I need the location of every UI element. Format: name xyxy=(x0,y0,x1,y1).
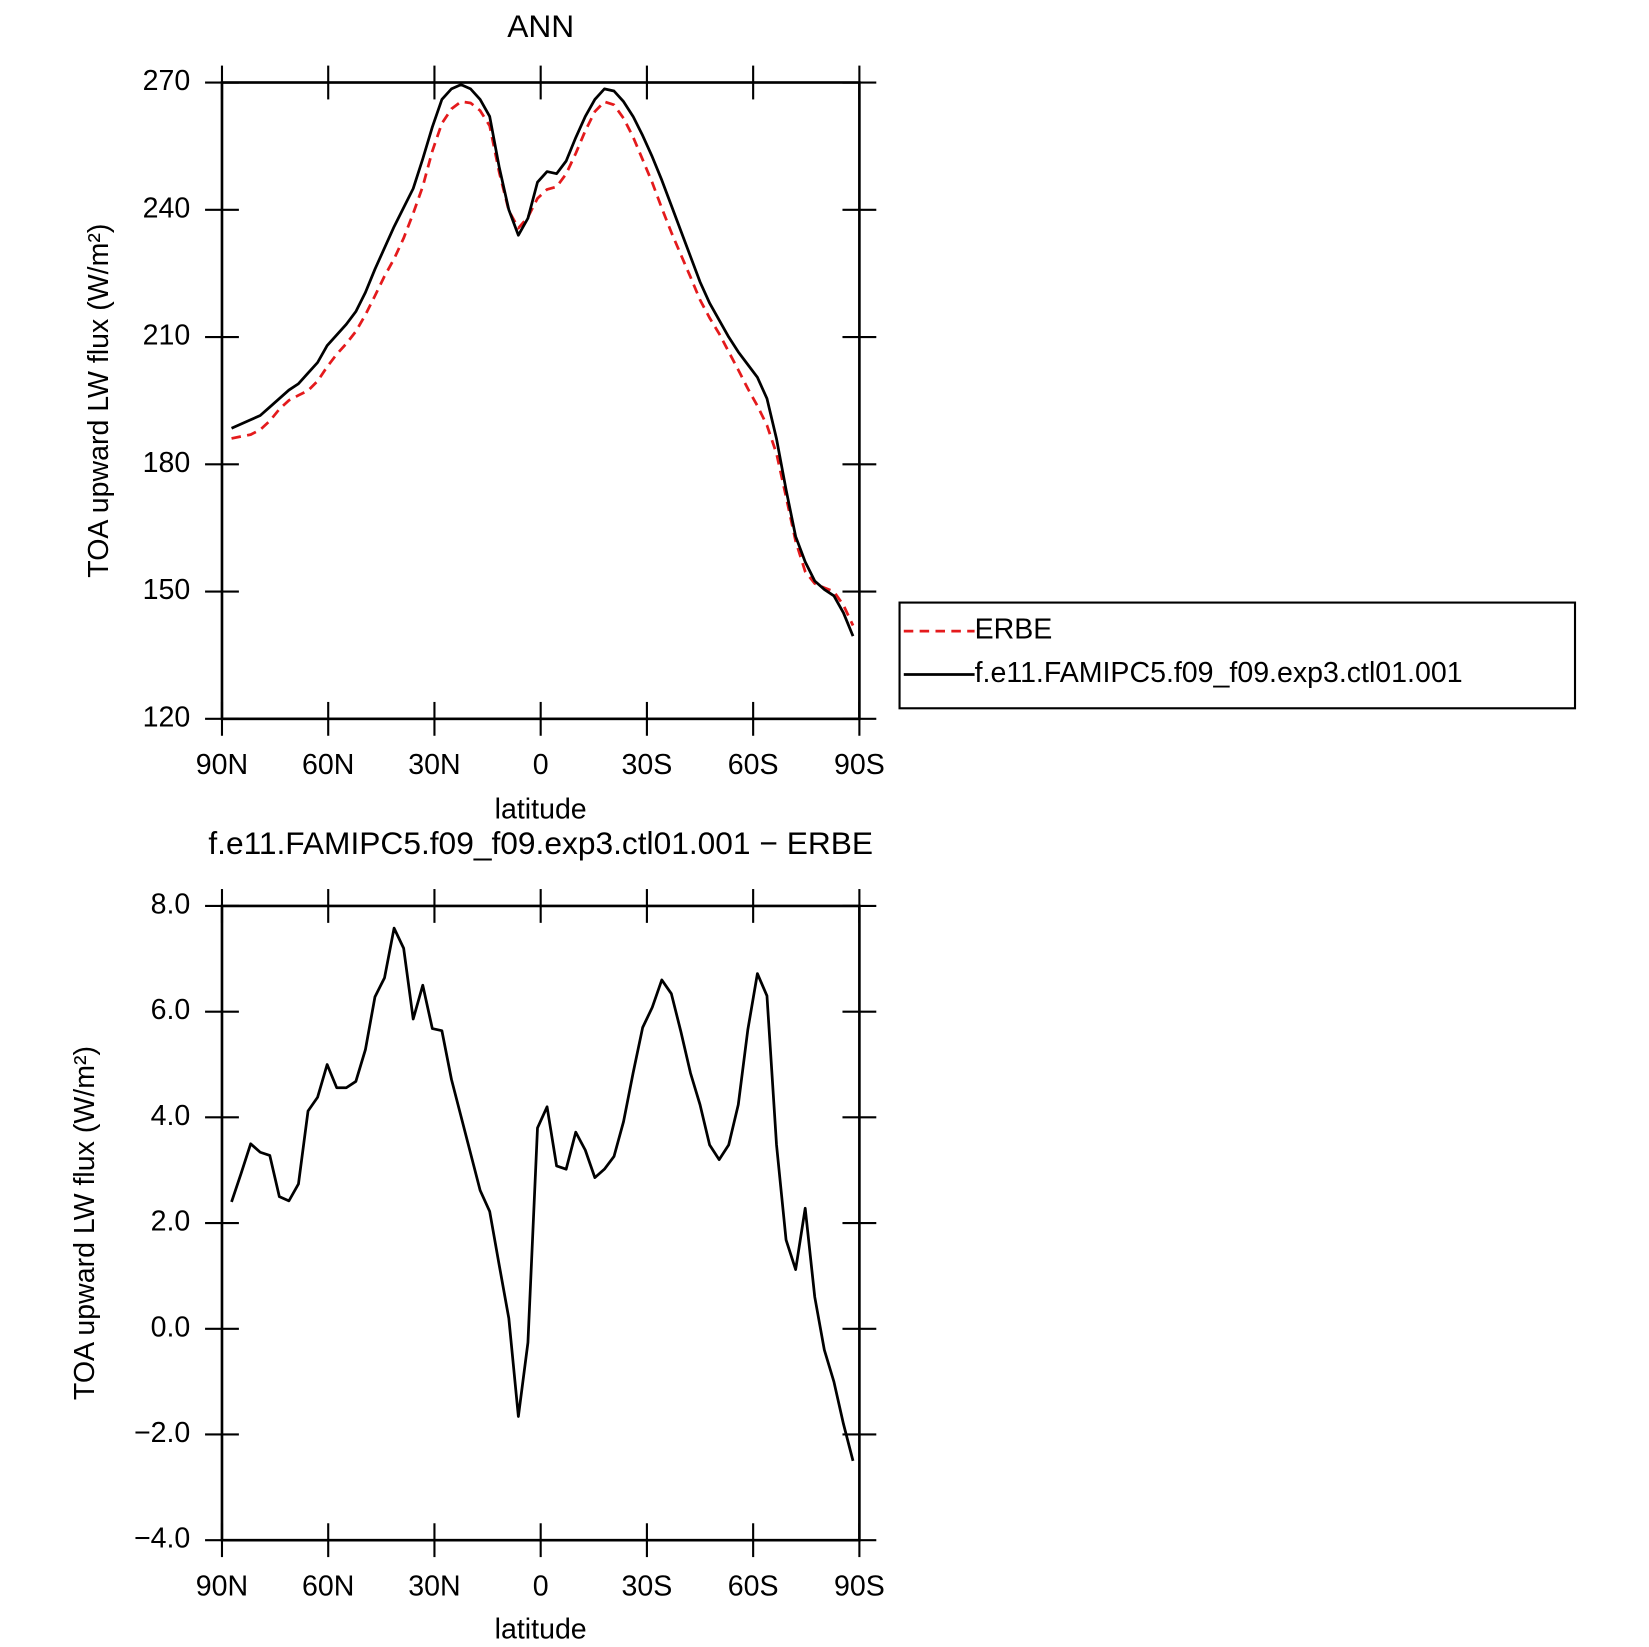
y-tick-label: 8.0 xyxy=(151,888,191,920)
y-tick-label: −4.0 xyxy=(134,1523,190,1555)
legend-label: ERBE xyxy=(975,614,1053,646)
plot-frame xyxy=(220,904,861,1542)
x-axis-label: latitude xyxy=(495,1614,587,1646)
x-tick-label: 90S xyxy=(834,1570,885,1602)
y-axis-label: TOA upward LW flux (W/m²) xyxy=(69,1046,101,1400)
x-tick-label: 60N xyxy=(302,1570,354,1602)
y-tick-label: 150 xyxy=(143,574,191,606)
y-tick-label: 0.0 xyxy=(151,1311,191,1343)
x-axis-label: latitude xyxy=(495,793,587,825)
y-tick-label: −2.0 xyxy=(134,1417,190,1449)
x-tick-label: 90N xyxy=(196,1570,248,1602)
x-tick-label: 60N xyxy=(302,749,354,781)
y-tick-label: 240 xyxy=(143,192,191,224)
y-axis-label: TOA upward LW flux (W/m²) xyxy=(83,224,115,578)
y-tick-label: 180 xyxy=(143,447,191,479)
x-tick-label: 60S xyxy=(728,1570,779,1602)
y-tick-label: 120 xyxy=(143,701,191,733)
y-tick-label: 6.0 xyxy=(151,994,191,1026)
legend-label: f.e11.FAMIPC5.f09_f09.exp3.ctl01.001 xyxy=(975,657,1463,689)
x-tick-label: 0 xyxy=(533,1570,549,1602)
y-tick-label: 2.0 xyxy=(151,1206,191,1238)
x-tick-label: 30N xyxy=(408,749,460,781)
x-tick-label: 30N xyxy=(408,1570,460,1602)
y-tick-label: 270 xyxy=(143,65,191,97)
data-line xyxy=(231,100,855,627)
legend-box xyxy=(898,601,1577,710)
y-tick-label: 4.0 xyxy=(151,1100,191,1132)
data-line xyxy=(230,926,855,1462)
chart-title: f.e11.FAMIPC5.f09_f09.exp3.ctl01.001 − E… xyxy=(208,825,873,861)
x-tick-label: 90N xyxy=(196,749,248,781)
x-tick-label: 60S xyxy=(728,749,779,781)
chart-title: ANN xyxy=(507,8,574,44)
data-line xyxy=(230,83,855,637)
plot-frame xyxy=(220,81,861,721)
y-tick-label: 210 xyxy=(143,320,191,352)
x-tick-label: 30S xyxy=(622,1570,673,1602)
x-tick-label: 0 xyxy=(533,749,549,781)
x-tick-label: 90S xyxy=(834,749,885,781)
x-tick-label: 30S xyxy=(622,749,673,781)
